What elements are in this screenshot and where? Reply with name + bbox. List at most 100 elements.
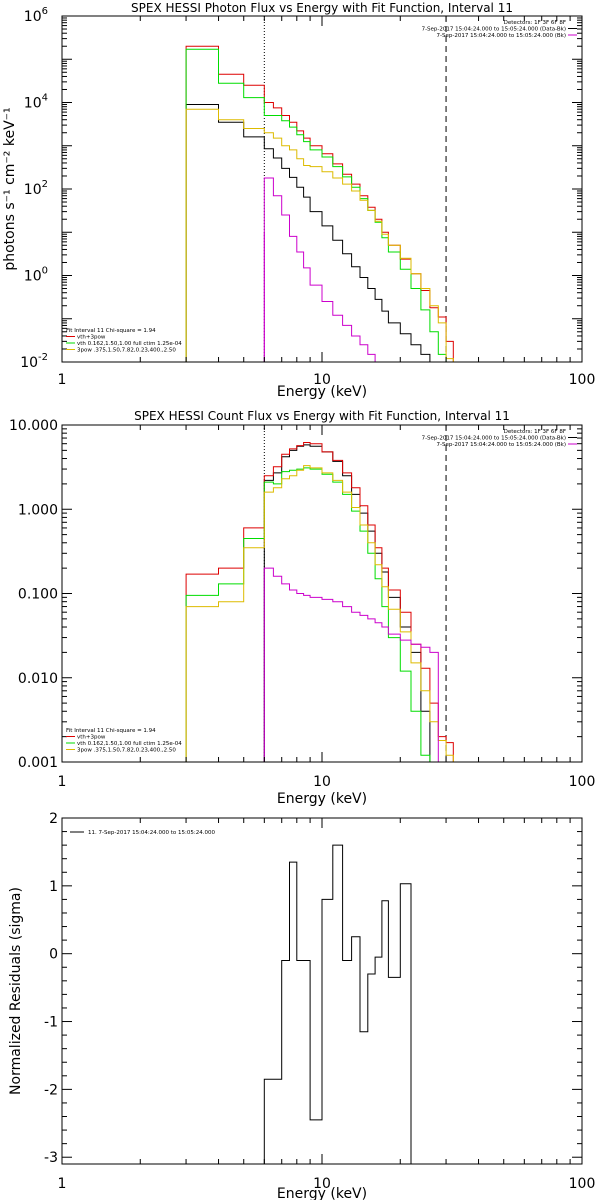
photon-header-legend: Detectors: 1F 3F 6F 8F7-Sep-2017 15:04:2…: [422, 20, 577, 39]
photon-y-tick-label: 100: [24, 266, 48, 285]
resid-legend: 11. 7-Sep-2017 15:04:24.000 to 15:05:24.…: [70, 830, 215, 836]
resid-y-tick-label: -3: [44, 1150, 58, 1166]
count-header-legend: Detectors: 1F 3F 6F 8F7-Sep-2017 15:04:2…: [422, 429, 577, 448]
photon-y-tick-exponent: 0: [42, 266, 48, 277]
photon-y-axis-label: photons s⁻¹ cm⁻² keV⁻¹: [2, 107, 18, 270]
count-header-text: 7-Sep-2017 15:04:24.000 to 15:05:24.000 …: [437, 442, 567, 448]
count-y-tick-base: 1.000: [18, 502, 58, 518]
count-x-axis: 1 10 100 Energy (keV): [58, 425, 596, 807]
resid-y-tick-base: 0: [49, 947, 58, 963]
resid-series-group: [263, 844, 412, 1164]
count-series-3: [185, 465, 454, 762]
count-y-tick-base: 0.010: [18, 671, 58, 687]
photon-reference-lines: [263, 16, 447, 362]
resid-y-tick-label: 0: [49, 947, 58, 963]
photon-fit-legend: Fit Interval 11 Chi-square = 1.94vth+3po…: [66, 328, 182, 354]
resid-x-axis-label: Energy (keV): [277, 1186, 367, 1200]
count-x-tick-label: 10: [313, 774, 331, 790]
count-y-tick-base: 0.001: [18, 755, 58, 771]
photon-chart: SPEX HESSI Photon Flux vs Energy with Fi…: [2, 1, 596, 400]
photon-series-1: [185, 45, 454, 362]
photon-header-text: Detectors: 1F 3F 6F 8F: [504, 20, 566, 26]
photon-y-tick-base: 10: [24, 182, 42, 198]
resid-y-tick-label: -1: [44, 1015, 58, 1031]
count-series-group: [185, 442, 454, 762]
photon-fit-text: 3pow .375,1.50,7.82,0.23,400.,2.50: [77, 348, 176, 354]
resid-x-axis: 1 10 100 Energy (keV): [58, 818, 596, 1200]
resid-series-0: [263, 844, 412, 1164]
photon-header-text: 7-Sep-2017 15:04:24.000 to 15:05:24.000 …: [437, 33, 567, 39]
resid-legend-text: 11. 7-Sep-2017 15:04:24.000 to 15:05:24.…: [88, 830, 215, 836]
count-y-tick-label: 10.000: [9, 418, 58, 434]
resid-y-axis-label: Normalized Residuals (sigma): [8, 887, 24, 1095]
count-header-text: 7-Sep-2017 15:04:24.000 to 15:05:24.000 …: [422, 436, 566, 442]
photon-x-axis-label: Energy (keV): [277, 384, 367, 400]
photon-y-tick-base: 10: [24, 269, 42, 285]
resid-y-tick-label: 2: [49, 811, 58, 827]
count-series-1: [185, 442, 454, 762]
count-series-0: [263, 444, 431, 762]
count-chart: SPEX HESSI Count Flux vs Energy with Fit…: [9, 409, 595, 807]
count-x-tick-label: 100: [569, 774, 596, 790]
resid-x-tick-label: 100: [569, 1176, 596, 1192]
photon-series-2: [185, 48, 447, 362]
count-y-tick-label: 0.010: [18, 671, 58, 687]
photon-y-tick-label: 104: [24, 93, 48, 112]
resid-y-tick-label: 1: [49, 879, 58, 895]
photon-y-tick-label: 106: [24, 6, 48, 25]
count-fit-text: 3pow .375,1.50,7.82,0.23,400.,2.50: [77, 748, 176, 754]
photon-series-0: [185, 104, 431, 362]
photon-y-tick-exponent: 2: [42, 179, 48, 190]
photon-y-tick-label: 10-2: [20, 352, 48, 371]
photon-header-text: 7-Sep-2017 15:04:24.000 to 15:05:24.000 …: [422, 27, 566, 33]
photon-x-tick-label: 100: [569, 372, 596, 388]
photon-fit-text: vth+3pow: [77, 335, 106, 341]
resid-chart: 1 10 100 Energy (keV) -3 -2 -1 0 1 2 Normalized Re…: [8, 811, 595, 1200]
count-fit-text: vth 0.162,1.50,1.00 full ctim 1.25e-04: [77, 741, 182, 747]
photon-y-tick-exponent: 4: [42, 93, 48, 104]
resid-y-tick-base: 1: [49, 879, 58, 895]
count-y-tick-base: 10.000: [9, 418, 58, 434]
count-title: SPEX HESSI Count Flux vs Energy with Fit…: [134, 409, 510, 423]
count-series-4: [263, 567, 439, 762]
photon-y-tick-label: 102: [24, 179, 48, 198]
resid-y-tick-base: -3: [44, 1150, 58, 1166]
resid-x-tick-label: 1: [58, 1176, 67, 1192]
count-frame: [61, 424, 583, 763]
photon-y-tick-base: 10: [24, 96, 42, 112]
photon-x-tick-label: 10: [313, 372, 331, 388]
photon-series-group: [185, 45, 454, 362]
count-y-tick-label: 1.000: [18, 502, 58, 518]
photon-y-tick-base: 10: [24, 9, 42, 25]
count-header-text: Detectors: 1F 3F 6F 8F: [504, 429, 566, 435]
photon-x-axis: 1 10 100 Energy (keV): [58, 16, 596, 400]
count-x-tick-label: 1: [58, 774, 67, 790]
count-x-axis-label: Energy (keV): [277, 791, 367, 807]
count-fit-legend: Fit Interval 11 Chi-square = 1.94vth+3po…: [66, 728, 182, 754]
count-y-tick-base: 0.100: [18, 587, 58, 603]
count-y-tick-label: 0.100: [18, 587, 58, 603]
count-fit-text: vth+3pow: [77, 735, 106, 741]
resid-y-tick-base: -2: [44, 1082, 58, 1098]
photon-x-tick-label: 1: [58, 372, 67, 388]
photon-fit-text: vth 0.162,1.50,1.00 full ctim 1.25e-04: [77, 341, 182, 347]
resid-y-axis: -3 -2 -1 0 1 2 Normalized Residuals (sigma): [8, 811, 582, 1166]
photon-y-tick-exponent: 6: [42, 6, 48, 17]
count-y-axis: 0.001 0.010 0.100 1.000 10.000: [9, 418, 582, 771]
photon-y-tick-exponent: -2: [38, 352, 48, 363]
photon-y-tick-base: 10: [20, 355, 38, 371]
resid-x-tick-label: 10: [313, 1176, 331, 1192]
count-series-2: [185, 467, 431, 762]
photon-series-3: [185, 108, 454, 362]
photon-title: SPEX HESSI Photon Flux vs Energy with Fi…: [131, 1, 513, 15]
count-y-tick-label: 0.001: [18, 755, 58, 771]
photon-frame: [61, 15, 583, 363]
photon-fit-text: Fit Interval 11 Chi-square = 1.94: [66, 328, 156, 334]
resid-y-tick-base: -1: [44, 1015, 58, 1031]
count-fit-text: Fit Interval 11 Chi-square = 1.94: [66, 728, 156, 734]
resid-y-tick-label: -2: [44, 1082, 58, 1098]
resid-y-tick-base: 2: [49, 811, 58, 827]
photon-series-4: [263, 177, 383, 362]
